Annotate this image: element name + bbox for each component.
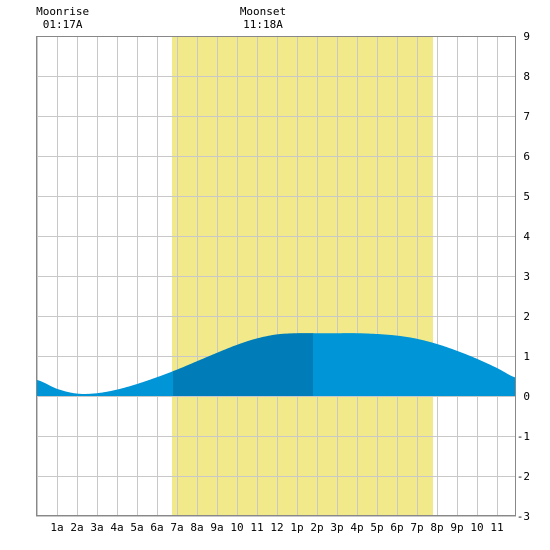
y-tick-label: 0: [523, 390, 530, 403]
y-tick-label: 6: [523, 150, 530, 163]
x-tick-label: 7a: [170, 521, 183, 534]
y-tick-label: 3: [523, 270, 530, 283]
moon-event-time: 11:18A: [243, 18, 283, 31]
y-tick-label: -3: [517, 510, 530, 523]
x-tick-label: 10: [470, 521, 483, 534]
moon-event-label: Moonrise: [36, 5, 89, 18]
moon-event-time: 01:17A: [43, 18, 83, 31]
y-tick-label: 5: [523, 190, 530, 203]
tide-area-moon: [173, 333, 313, 396]
x-tick-label: 4a: [110, 521, 123, 534]
x-tick-label: 3a: [90, 521, 103, 534]
x-tick-label: 5p: [370, 521, 383, 534]
x-tick-label: 11: [490, 521, 503, 534]
x-tick-label: 11: [250, 521, 263, 534]
x-tick-label: 7p: [410, 521, 423, 534]
x-tick-label: 9p: [450, 521, 463, 534]
plot-frame: [36, 36, 516, 516]
y-tick-label: 2: [523, 310, 530, 323]
x-tick-label: 1p: [290, 521, 303, 534]
x-tick-label: 5a: [130, 521, 143, 534]
x-tick-label: 3p: [330, 521, 343, 534]
y-tick-label: -1: [517, 430, 530, 443]
tide-area: [36, 371, 173, 396]
x-tick-label: 10: [230, 521, 243, 534]
y-tick-label: 9: [523, 30, 530, 43]
x-tick-label: 6p: [390, 521, 403, 534]
tide-area: [313, 333, 516, 396]
y-tick-label: 4: [523, 230, 530, 243]
moon-event-label: Moonset: [240, 5, 286, 18]
y-tick-label: 7: [523, 110, 530, 123]
x-tick-label: 2a: [70, 521, 83, 534]
y-tick-label: -2: [517, 470, 530, 483]
y-tick-label: 8: [523, 70, 530, 83]
y-tick-label: 1: [523, 350, 530, 363]
x-tick-label: 9a: [210, 521, 223, 534]
x-tick-label: 12: [270, 521, 283, 534]
x-tick-label: 6a: [150, 521, 163, 534]
x-tick-label: 8a: [190, 521, 203, 534]
x-tick-label: 4p: [350, 521, 363, 534]
x-tick-label: 8p: [430, 521, 443, 534]
x-tick-label: 2p: [310, 521, 323, 534]
x-tick-label: 1a: [50, 521, 63, 534]
